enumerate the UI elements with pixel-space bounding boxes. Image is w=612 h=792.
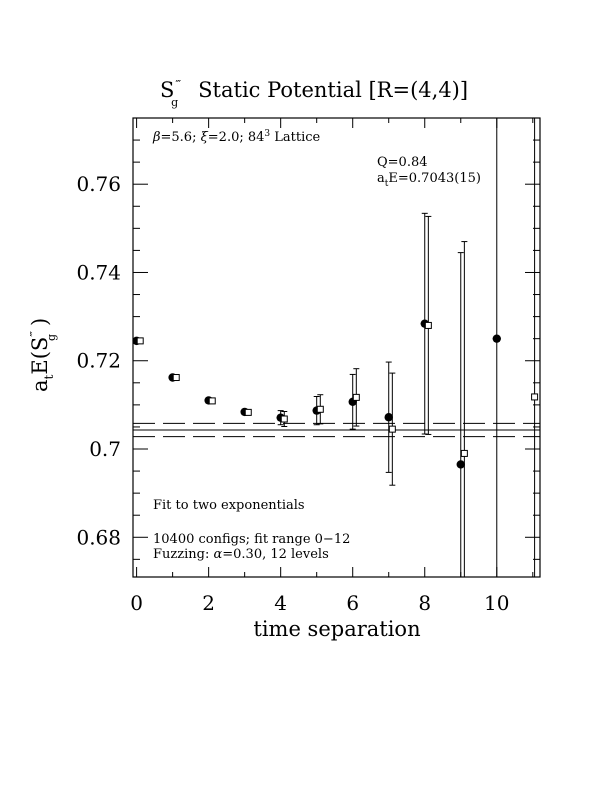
data-point-square [424,321,432,329]
data-markers [132,319,539,469]
y-tick-label: 0.7 [89,437,121,461]
data-point-circle [456,460,465,469]
tick-labels: 0 2 4 6 8 10 0.68 0.7 0.72 0.74 0.76 [76,172,509,615]
lattice-annotation: β=5.6; ξ=2.0; 843 Lattice [152,129,321,145]
data-point-square [280,415,288,423]
x-tick-label: 0 [130,591,143,615]
fit-band [133,422,540,438]
data-point-square [388,425,396,433]
plot-frame [132,117,541,578]
y-tick-label: 0.72 [76,349,121,373]
y-tick-label: 0.68 [76,525,121,549]
y-axis-label: atE(S‴g) [28,318,58,392]
ate-annotation: atE=0.7043(15) [377,171,481,189]
data-point-square [244,408,252,416]
data-point-square [352,393,360,401]
x-tick-label: 2 [202,591,215,615]
x-tick-label: 8 [418,591,431,615]
y-tick-label: 0.74 [76,260,121,284]
data-point-square [136,337,144,345]
configs-annotation: 10400 configs; fit range 0−12 [153,532,350,547]
q-annotation: Q=0.84 [377,155,428,170]
y-tick-label: 0.76 [76,172,121,196]
fit-annotation: Fit to two exponentials [153,498,305,513]
data-point-square [531,393,539,401]
data-point-square [172,374,180,382]
data-point-square [460,449,468,457]
x-tick-label: 4 [274,591,287,615]
data-point-circle [492,334,501,343]
data-point-square [316,405,324,413]
x-tick-label: 10 [484,591,509,615]
data-point-square [208,397,216,405]
chart-title: S‴ gStatic Potential [R=(4,4)] [160,78,468,109]
x-axis-label: time separation [253,617,420,641]
x-tick-label: 6 [346,591,359,615]
fuzzing-annotation: Fuzzing: α=0.30, 12 levels [153,547,329,562]
data-point-circle [384,413,393,422]
